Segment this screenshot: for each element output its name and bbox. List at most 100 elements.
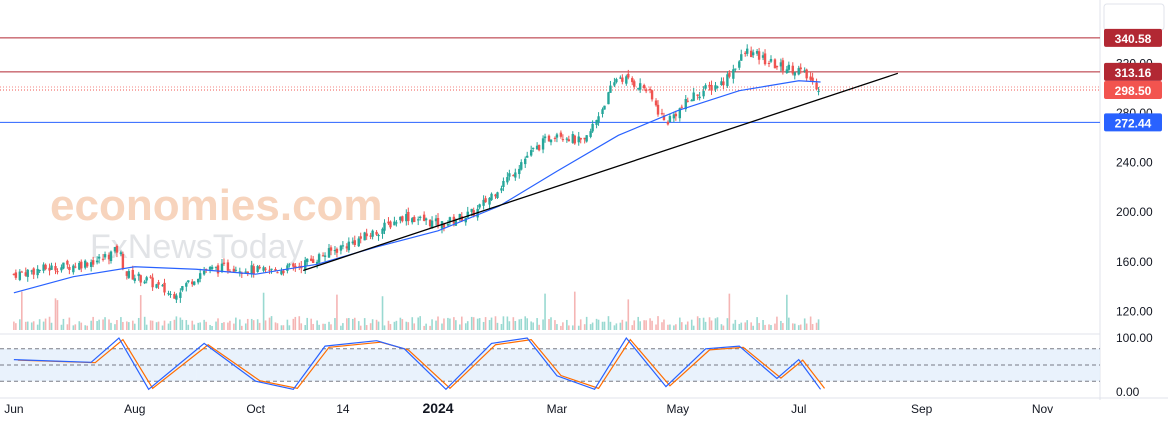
candle-body — [72, 265, 75, 273]
watermark-sub: FxNewsToday — [90, 228, 304, 266]
volume-bar — [300, 323, 303, 330]
candle-body — [716, 86, 719, 88]
candle-body — [309, 258, 313, 261]
candle-body — [446, 223, 450, 226]
volume-bar — [282, 325, 285, 330]
stochastic-d-line — [17, 338, 826, 390]
candle-body — [365, 233, 368, 237]
volume-bar — [566, 319, 568, 330]
candle-body — [44, 264, 47, 270]
candle-body — [621, 77, 624, 82]
volume-bar — [161, 325, 164, 330]
price-label-340-58: 340.58 — [1115, 32, 1152, 46]
candle-body — [573, 135, 576, 144]
candle-body — [191, 281, 194, 285]
volume-bar — [583, 324, 586, 330]
volume-bar — [526, 318, 529, 330]
candle-body — [609, 85, 612, 93]
volume-bar — [348, 318, 350, 330]
volume-bar — [728, 293, 731, 330]
volume-bar — [187, 324, 190, 330]
candle-body — [644, 89, 648, 92]
candle-body — [434, 218, 438, 222]
candle-body — [690, 100, 693, 102]
candle-body — [387, 221, 390, 224]
candle-body — [62, 262, 65, 269]
candle-body — [518, 168, 521, 175]
volume-bar — [191, 320, 194, 330]
candle-body — [496, 192, 499, 198]
volume-bar — [36, 324, 39, 330]
volume-bar — [229, 320, 231, 330]
candle-body — [466, 211, 469, 218]
volume-bar — [548, 319, 550, 330]
volume-bar — [791, 323, 794, 330]
candle-body — [270, 268, 273, 270]
candle-body — [12, 273, 16, 275]
candle-body — [547, 135, 551, 142]
candle-body — [524, 158, 527, 165]
candle-body — [38, 269, 41, 271]
candle-body — [32, 268, 35, 275]
candle-body — [30, 270, 33, 272]
volume-bar — [24, 321, 27, 330]
volume-bar — [788, 317, 790, 330]
candle-body — [97, 256, 101, 259]
volume-bar — [455, 320, 457, 330]
candle-body — [185, 283, 188, 287]
candle-body — [202, 270, 206, 275]
candle-body — [169, 293, 172, 295]
volume-bar — [122, 321, 124, 330]
volume-bar — [698, 318, 701, 330]
candle-body — [327, 248, 331, 258]
volume-bar — [199, 322, 201, 330]
volume-bar — [472, 317, 475, 330]
candle-body — [329, 247, 333, 251]
candle-body — [680, 106, 684, 108]
candle-body — [375, 231, 378, 235]
candle-body — [413, 216, 416, 223]
candle-body — [579, 138, 582, 140]
candle-body — [395, 222, 398, 224]
volume-bar — [389, 324, 392, 330]
candle-body — [151, 277, 154, 288]
volume-bar — [686, 321, 689, 330]
candle-body — [650, 90, 654, 100]
candle-body — [785, 69, 789, 73]
volume-bar — [131, 320, 134, 330]
candle-body — [708, 84, 711, 87]
volume-bar — [346, 318, 348, 330]
candle-body — [353, 240, 356, 245]
candle-body — [208, 266, 212, 270]
volume-bar — [756, 317, 758, 330]
candle-body — [54, 266, 57, 271]
candle-body — [181, 286, 184, 291]
volume-bar — [304, 325, 307, 330]
volume-bar — [21, 291, 23, 330]
candle-body — [109, 251, 113, 262]
volume-bar — [478, 318, 481, 330]
candle-body — [14, 272, 18, 278]
volume-bar — [746, 320, 749, 330]
volume-bar — [714, 318, 717, 330]
volume-bar — [453, 317, 455, 330]
volume-bar — [54, 298, 57, 330]
candle-body — [668, 116, 672, 122]
volume-bar — [128, 322, 130, 330]
price-label-box — [1104, 81, 1162, 100]
volume-bar — [197, 322, 199, 330]
candle-body — [315, 261, 319, 264]
volume-bar — [750, 322, 752, 330]
volume-bar — [137, 317, 140, 330]
volume-bar — [423, 325, 425, 330]
price-label-box — [1104, 113, 1162, 132]
volume-bar — [738, 323, 741, 330]
candle-body — [751, 52, 755, 56]
volume-bar — [809, 316, 812, 330]
candle-body — [815, 82, 818, 90]
volume-bar — [211, 325, 213, 330]
candle-body — [625, 76, 628, 84]
candle-body — [252, 266, 255, 274]
volume-bar — [502, 316, 505, 330]
